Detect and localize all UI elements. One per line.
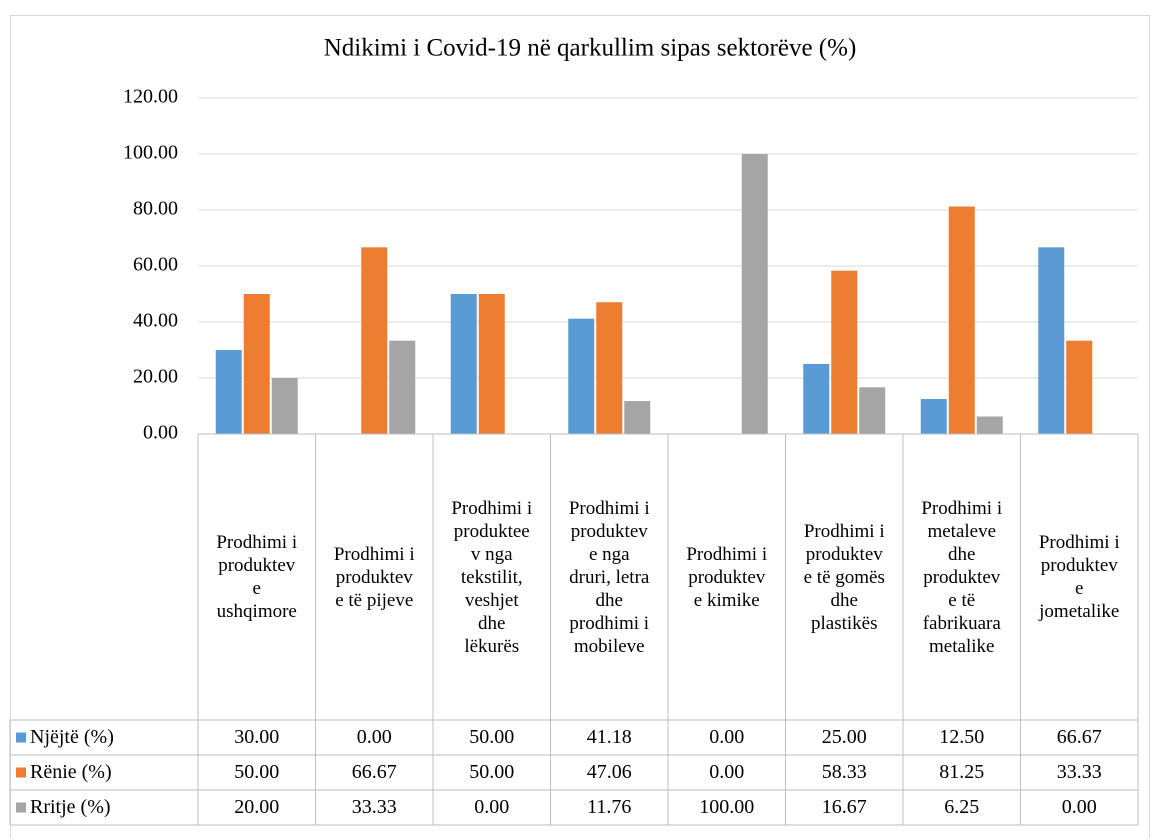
legend-label: Rënie (%) bbox=[30, 761, 112, 783]
table-value: 81.25 bbox=[939, 761, 984, 783]
category-text: Prodhimi i produkteve nga druri, letra d… bbox=[568, 497, 650, 657]
category-text: Prodhimi i produkteve kimike bbox=[686, 543, 768, 611]
category-text: Prodhimi i produkteev nga tekstilit, ves… bbox=[451, 497, 533, 657]
category-text: Prodhimi i produkteve të gomës dhe plast… bbox=[803, 520, 885, 634]
bar bbox=[568, 318, 595, 434]
table-value: 12.50 bbox=[939, 726, 984, 748]
y-tick-label: 100.00 bbox=[123, 142, 178, 164]
bar bbox=[271, 378, 298, 434]
category-text: Prodhimi i produkteve ushqimore bbox=[216, 532, 298, 622]
legend-label: Njëjtë (%) bbox=[30, 726, 114, 748]
chart-title: Ndikimi i Covid-19 në qarkullim sipas se… bbox=[324, 35, 857, 62]
table-value: 33.33 bbox=[1057, 761, 1102, 783]
y-tick-label: 80.00 bbox=[133, 198, 178, 220]
y-tick-label: 0.00 bbox=[143, 422, 178, 444]
table-value: 41.18 bbox=[587, 726, 632, 748]
category-label: Prodhimi i metaleve dhe produkteve të fa… bbox=[903, 434, 1021, 720]
table-value: 6.25 bbox=[944, 796, 979, 818]
bar bbox=[976, 416, 1003, 434]
category-text: Prodhimi i metaleve dhe produkteve të fa… bbox=[921, 497, 1003, 657]
table-value: 66.67 bbox=[352, 761, 397, 783]
table-value: 33.33 bbox=[352, 796, 397, 818]
y-tick-label: 60.00 bbox=[133, 254, 178, 276]
bar bbox=[624, 401, 651, 434]
table-value: 25.00 bbox=[822, 726, 867, 748]
table-value: 47.06 bbox=[587, 761, 632, 783]
table-value: 100.00 bbox=[699, 796, 754, 818]
bar bbox=[859, 387, 886, 434]
table-value: 20.00 bbox=[234, 796, 279, 818]
table-value: 0.00 bbox=[709, 726, 744, 748]
legend-label: Rritje (%) bbox=[30, 796, 111, 818]
category-text: Prodhimi i produkteve të pijeve bbox=[333, 543, 415, 611]
category-label: Prodhimi i produkteve jometalike bbox=[1021, 434, 1139, 720]
bar bbox=[450, 294, 477, 434]
table-value: 11.76 bbox=[587, 796, 631, 818]
bar bbox=[361, 247, 388, 434]
category-text: Prodhimi i produkteve jometalike bbox=[1038, 532, 1120, 622]
bar bbox=[803, 364, 830, 434]
category-label: Prodhimi i produkteev nga tekstilit, ves… bbox=[433, 434, 551, 720]
category-label: Prodhimi i produkteve ushqimore bbox=[198, 434, 316, 720]
y-tick-label: 120.00 bbox=[123, 86, 178, 108]
y-tick-label: 40.00 bbox=[133, 310, 178, 332]
table-value: 30.00 bbox=[234, 726, 279, 748]
category-label: Prodhimi i produkteve kimike bbox=[668, 434, 786, 720]
table-value: 16.67 bbox=[822, 796, 867, 818]
table-value: 50.00 bbox=[469, 761, 514, 783]
y-tick-label: 20.00 bbox=[133, 366, 178, 388]
bar bbox=[243, 294, 270, 434]
table-value: 0.00 bbox=[474, 796, 509, 818]
table-value: 0.00 bbox=[357, 726, 392, 748]
chart-border bbox=[10, 15, 1150, 838]
bar bbox=[920, 399, 947, 434]
bar bbox=[831, 270, 858, 434]
bar bbox=[215, 350, 242, 434]
bar bbox=[389, 340, 416, 434]
category-label: Prodhimi i produkteve të pijeve bbox=[316, 434, 434, 720]
legend-swatch bbox=[16, 802, 26, 813]
table-value: 0.00 bbox=[709, 761, 744, 783]
table-value: 50.00 bbox=[234, 761, 279, 783]
bar bbox=[741, 154, 768, 434]
bar bbox=[1038, 247, 1065, 434]
table-value: 58.33 bbox=[822, 761, 867, 783]
table-value: 50.00 bbox=[469, 726, 514, 748]
bar bbox=[1066, 340, 1093, 434]
category-label: Prodhimi i produkteve të gomës dhe plast… bbox=[786, 434, 904, 720]
bar bbox=[596, 302, 623, 434]
bar bbox=[948, 206, 975, 434]
table-value: 66.67 bbox=[1057, 726, 1102, 748]
bar bbox=[478, 294, 505, 434]
category-label: Prodhimi i produkteve nga druri, letra d… bbox=[551, 434, 669, 720]
table-value: 0.00 bbox=[1062, 796, 1097, 818]
legend-swatch bbox=[16, 732, 26, 743]
legend-swatch bbox=[16, 767, 26, 778]
